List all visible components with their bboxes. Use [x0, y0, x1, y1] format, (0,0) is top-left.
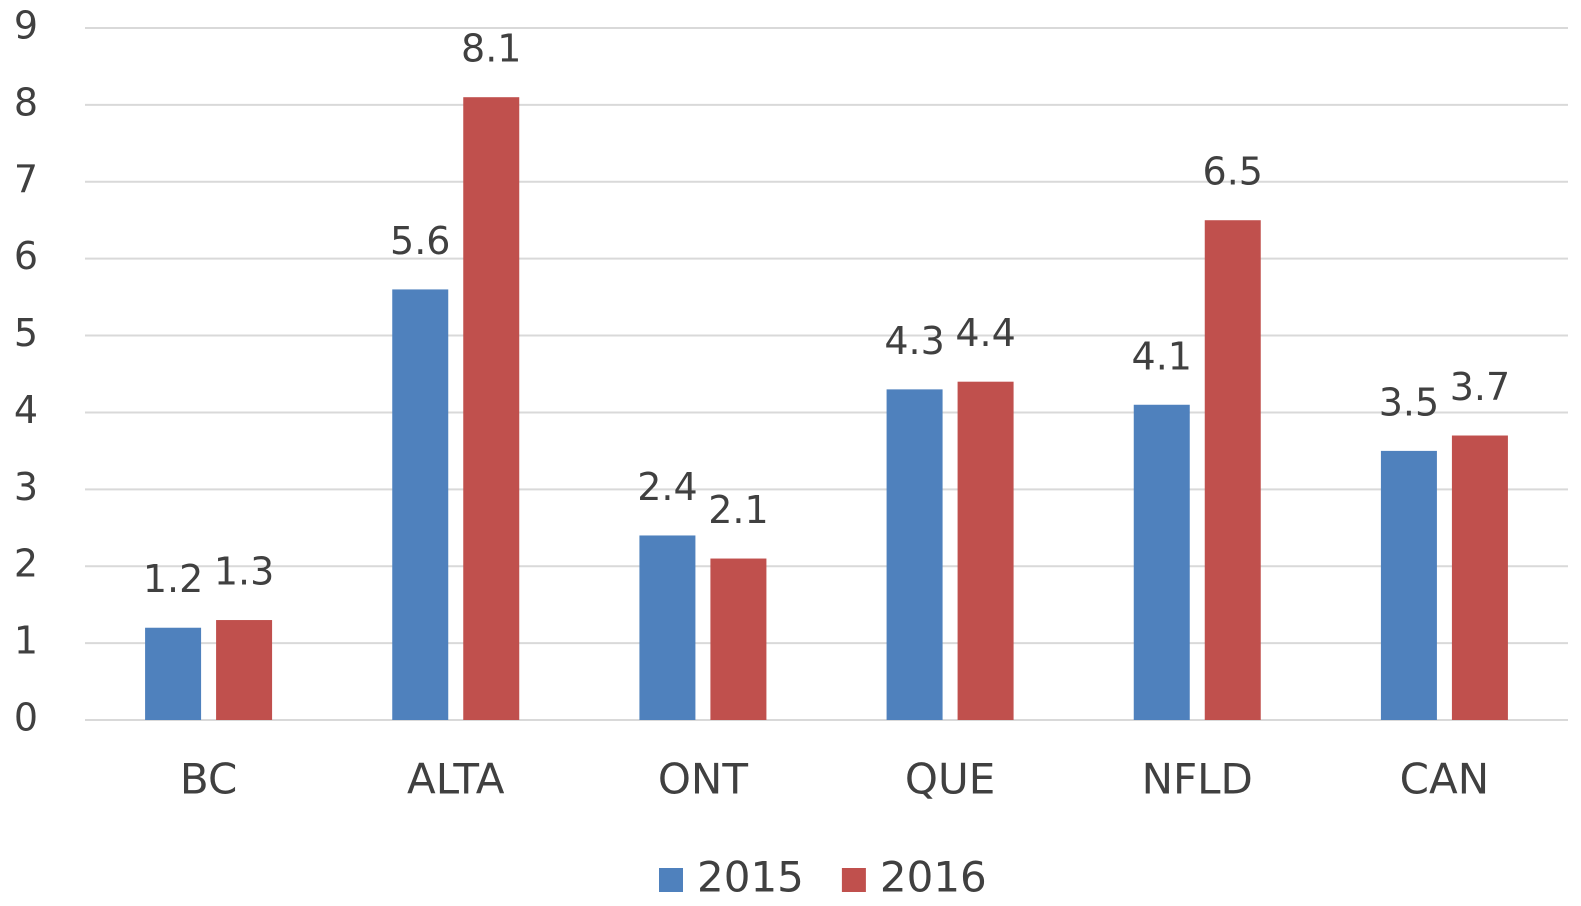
legend-swatch — [659, 868, 683, 892]
legend-label: 2015 — [697, 853, 804, 902]
legend-label: 2016 — [880, 853, 987, 902]
bar — [639, 535, 696, 720]
data-label: 4.4 — [955, 311, 1015, 355]
data-label: 8.1 — [461, 27, 521, 71]
y-tick-label: 8 — [14, 80, 38, 124]
data-label: 4.1 — [1132, 334, 1192, 378]
data-label: 3.5 — [1379, 380, 1439, 424]
x-tick-label: BC — [180, 755, 237, 804]
bar — [957, 381, 1014, 720]
x-tick-label: ONT — [658, 755, 748, 804]
bar — [886, 389, 943, 720]
y-tick-label: 3 — [14, 465, 38, 509]
data-label: 2.4 — [637, 465, 697, 509]
bar — [216, 620, 273, 720]
bar — [145, 627, 202, 720]
bar — [1204, 220, 1261, 720]
data-label: 2.1 — [708, 488, 768, 532]
x-tick-label: NFLD — [1142, 755, 1253, 804]
data-label: 5.6 — [390, 219, 450, 263]
legend-swatch — [841, 868, 866, 892]
y-tick-label: 6 — [14, 234, 38, 278]
y-tick-label: 1 — [14, 619, 38, 663]
data-label: 1.3 — [214, 550, 274, 594]
bar — [463, 97, 520, 720]
y-tick-label: 0 — [14, 696, 38, 740]
x-tick-label: QUE — [905, 755, 995, 804]
bar — [1380, 450, 1437, 720]
data-label: 4.3 — [884, 319, 944, 363]
bar — [1451, 435, 1508, 720]
y-tick-label: 4 — [14, 388, 38, 432]
y-tick-label: 5 — [14, 311, 38, 355]
bar — [710, 558, 767, 720]
data-label: 6.5 — [1203, 150, 1263, 194]
bar — [392, 289, 449, 720]
data-label: 3.7 — [1450, 365, 1510, 409]
data-label: 1.2 — [143, 557, 203, 601]
y-tick-label: 7 — [14, 157, 38, 201]
bar — [1133, 404, 1190, 720]
y-tick-label: 2 — [14, 542, 38, 586]
x-tick-label: CAN — [1400, 755, 1489, 804]
x-tick-label: ALTA — [407, 755, 505, 804]
y-tick-label: 9 — [14, 4, 38, 48]
